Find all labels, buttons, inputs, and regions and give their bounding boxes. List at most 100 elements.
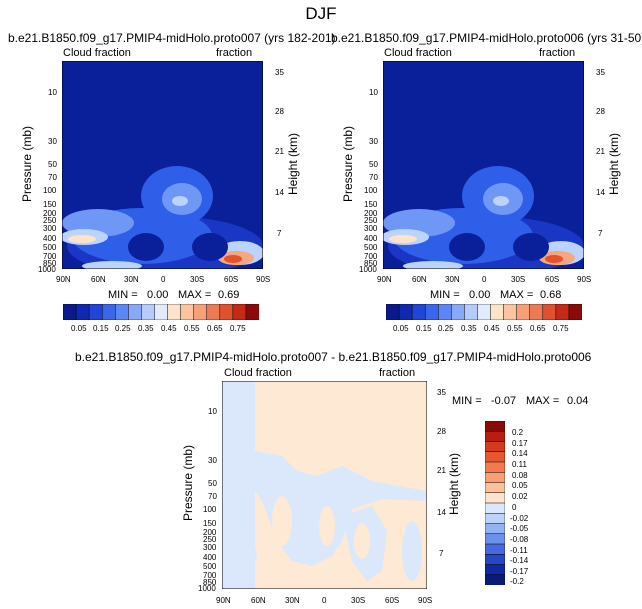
panel2-ytick: 300: [364, 224, 378, 233]
colorbar-swatch: [529, 304, 544, 320]
colorbar-swatch: [485, 492, 505, 504]
panel1-heatmap: [62, 61, 263, 269]
panel1-title: b.e21.B1850.f09_g17.PMIP4-midHolo.proto0…: [8, 31, 336, 45]
panel1-xtick: 60N: [91, 275, 106, 284]
panel1-sh-stratus-peak: [224, 255, 242, 263]
panel3-ytick: 500: [203, 562, 217, 571]
colorbar-swatch: [232, 304, 247, 320]
colorbar-swatch: [88, 304, 103, 320]
colorbar-swatch: [63, 304, 77, 320]
panel2-ytick: 250: [364, 216, 378, 225]
panel1-ytick: 200: [43, 209, 57, 218]
panel1-xtick: 60S: [224, 275, 239, 284]
panel2-htick: 28: [596, 107, 605, 116]
panel2-ytick: 200: [364, 209, 378, 218]
colorbar-swatch: [75, 304, 90, 320]
panel2-ylabel: Pressure (mb): [341, 126, 355, 203]
panel2-htick: 14: [596, 188, 605, 197]
panel1-htick: 7: [277, 229, 282, 238]
panel3-y2label: Height (km): [447, 453, 461, 516]
panel3-right-label: fraction: [379, 367, 416, 379]
panel3-xtick: 30N: [285, 596, 300, 605]
panel1-ytick: 50: [48, 160, 57, 169]
panel1-ytick: 250: [43, 216, 57, 225]
colorbar-swatch: [115, 304, 129, 320]
panel3-ytick: 30: [208, 456, 217, 465]
colorbar-swatch: [485, 482, 505, 494]
panel1-cbar-label: 0.55: [184, 324, 200, 333]
page-title: DJF: [305, 4, 337, 23]
panel3-cbar-label: 0: [512, 503, 517, 512]
panel1-ytick: 400: [43, 234, 57, 243]
panel3-htick: 14: [437, 508, 446, 517]
colorbar-swatch: [219, 304, 234, 320]
panel2-max-value: 0.68: [540, 289, 562, 301]
panel1-ytick: 300: [43, 224, 57, 233]
panel3-max-value: 0.04: [567, 395, 589, 407]
panel3-heatmap: [222, 381, 427, 589]
colorbar-swatch: [490, 304, 505, 320]
colorbar-swatch: [424, 304, 439, 320]
panel3-htick: 28: [437, 427, 446, 436]
colorbar-swatch: [101, 304, 116, 320]
panel2-right-label: fraction: [539, 47, 576, 59]
panel1-xtick: 90N: [56, 275, 71, 284]
panel1-colorbar: [63, 304, 259, 320]
panel3-ytick: 250: [203, 535, 217, 544]
panel3-ytick: 200: [203, 528, 217, 537]
colorbar-swatch: [485, 533, 505, 545]
panel1-ytick: 850: [43, 259, 57, 268]
panel3-ytick: 1000: [198, 584, 216, 593]
panel3-cbar-label: -0.14: [510, 556, 529, 565]
colorbar-swatch: [485, 543, 505, 555]
colorbar-swatch: [477, 304, 492, 320]
panel1-xtick: 0: [161, 275, 166, 284]
colorbar-swatch: [503, 304, 518, 320]
colorbar-swatch: [485, 574, 505, 585]
colorbar-swatch: [128, 304, 142, 320]
panel3-cbar-label: 0.17: [512, 439, 528, 448]
panel2-heatmap: [383, 61, 584, 269]
panel1-left-label: Cloud fraction: [63, 47, 131, 59]
colorbar-swatch: [542, 304, 557, 320]
panel3-ytick: 50: [208, 479, 217, 488]
panel3-mid-negative: [255, 451, 427, 566]
colorbar-swatch: [167, 304, 182, 320]
colorbar-swatch: [485, 472, 505, 484]
panel3-htick: 7: [439, 549, 444, 558]
panel1-right-label: fraction: [216, 47, 253, 59]
colorbar-swatch: [485, 431, 505, 443]
panel3-xtick: 60S: [385, 596, 400, 605]
panel2-left-label: Cloud fraction: [384, 47, 452, 59]
panel2-xtick: 90N: [377, 275, 392, 284]
panel2-colorbar: [386, 304, 582, 320]
panel2-ytick: 30: [369, 137, 378, 146]
panel3-cbar-label: -0.02: [510, 514, 529, 523]
panel1-cbar-label: 0.05: [71, 324, 87, 333]
panel2-ytick: 1000: [359, 265, 377, 274]
colorbar-swatch: [485, 502, 505, 514]
panel3-cbar-label: -0.05: [510, 524, 529, 533]
panel1-xtick: 90S: [256, 275, 271, 284]
panel3-xtick: 30S: [351, 596, 366, 605]
colorbar-swatch: [245, 304, 259, 320]
panel2-cbar-label: 0.45: [484, 324, 500, 333]
panel3-cbar-label: -0.08: [510, 535, 529, 544]
panel1-ytick: 700: [43, 252, 57, 261]
panel2-cbar-label: 0.25: [438, 324, 454, 333]
panel1-cbar-label: 0.65: [207, 324, 223, 333]
panel1-xtick: 30N: [124, 275, 139, 284]
panel2-cbar-label: 0.65: [530, 324, 546, 333]
panel2-ytick: 400: [364, 234, 378, 243]
panel2-ytick: 150: [364, 200, 378, 209]
panel2-cbar-label: 0.75: [553, 324, 569, 333]
panel1-htick: 21: [275, 147, 284, 156]
panel3-cbar-label: 0.2: [512, 428, 524, 437]
panel2-ytick: 50: [369, 160, 378, 169]
colorbar-swatch: [555, 304, 570, 320]
panel2-ytick: 70: [369, 173, 378, 182]
panel2-y2label: Height (km): [607, 133, 621, 196]
panel1-nh-lowcloud-peak: [68, 235, 96, 243]
colorbar-swatch: [485, 461, 505, 473]
panel3-ytick: 150: [203, 519, 217, 528]
